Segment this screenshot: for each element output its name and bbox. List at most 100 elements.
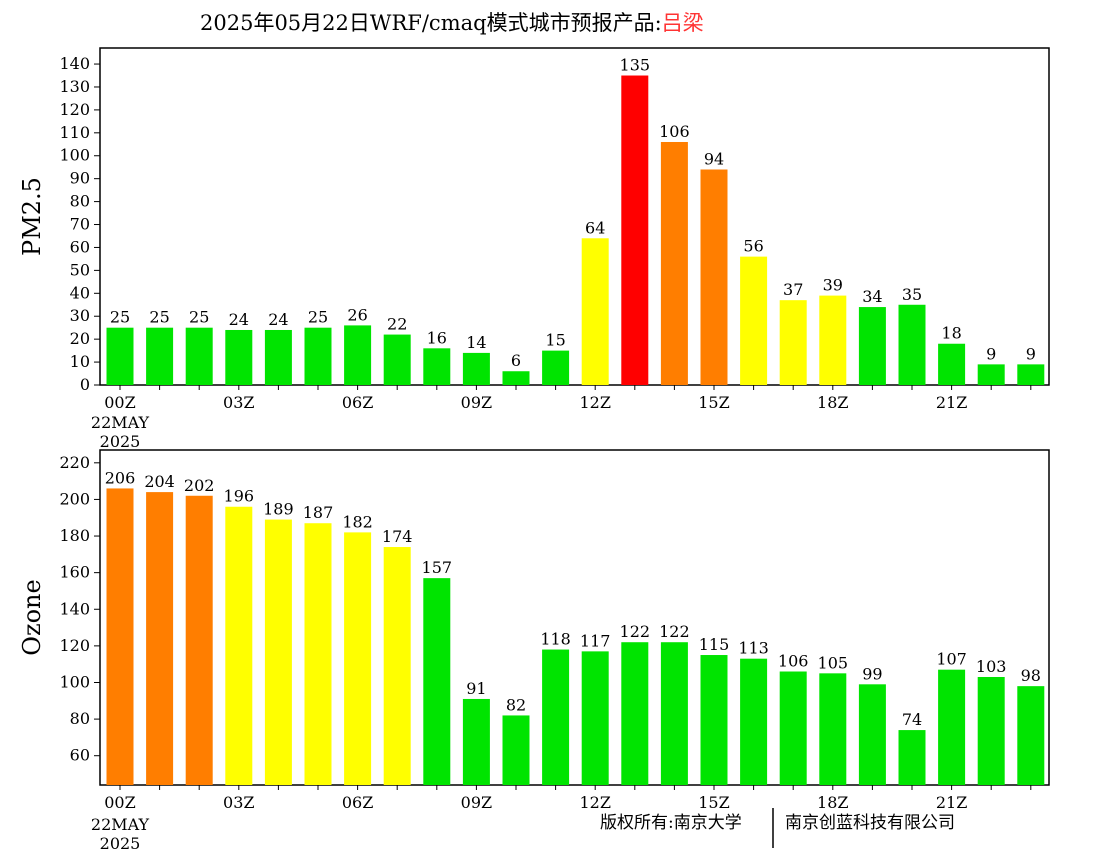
y-tick-label: 0 [80, 375, 90, 394]
bar [502, 371, 530, 385]
bar-value-label: 25 [149, 308, 169, 327]
bar [383, 334, 411, 385]
bar-value-label: 187 [303, 503, 334, 522]
bar [581, 651, 609, 785]
pm25-chart: 25 25 25 24 24 25 26 22 16 14 6 15 64 135 106 94 56 37 39 3… [18, 47, 1050, 451]
title-prefix: 2025年05月22日WRF/cmaq模式城市预报产品: [200, 11, 662, 35]
x-tick-label: 21Z [936, 793, 967, 812]
y-tick-label: 140 [59, 599, 90, 618]
bar-value-label: 117 [580, 631, 611, 650]
ozone-chart: 206 204 202 196 189 187 182 174 157 91 82 118 117 122… [18, 449, 1050, 853]
bar-value-label: 107 [936, 650, 967, 669]
bar-value-label: 25 [110, 308, 130, 327]
bar [542, 649, 570, 785]
bar-value-label: 82 [506, 695, 526, 714]
bar [146, 492, 174, 785]
bar-value-label: 16 [427, 328, 447, 347]
bar-value-label: 204 [144, 472, 175, 491]
bar-value-label: 22 [387, 315, 407, 334]
x-tick-label: 00Z [104, 393, 135, 412]
bar-value-label: 25 [308, 308, 328, 327]
bar [225, 329, 253, 385]
bar [977, 676, 1005, 785]
bar-value-label: 196 [224, 487, 255, 506]
bar-value-label: 34 [862, 287, 882, 306]
bar [740, 658, 768, 785]
bar [1017, 686, 1045, 785]
bar [462, 698, 490, 785]
y-tick-label: 110 [59, 123, 90, 142]
y-tick-label: 40 [70, 283, 90, 302]
y-tick-label: 220 [59, 453, 90, 472]
bar [621, 75, 649, 386]
x-tick-label: 18Z [817, 393, 848, 412]
bar-value-label: 99 [862, 664, 882, 683]
bar-value-label: 202 [184, 476, 215, 495]
x-tick-label: 18Z [817, 793, 848, 812]
x-tick-date-label: 22MAY [91, 413, 150, 432]
bar-value-label: 103 [976, 657, 1007, 676]
x-tick-date-label: 22MAY [91, 815, 150, 834]
y-tick-label: 140 [59, 54, 90, 73]
bar-value-label: 98 [1021, 666, 1041, 685]
y-tick-label: 90 [70, 169, 90, 188]
bar [779, 300, 807, 385]
bar [185, 327, 213, 385]
bar-value-label: 105 [818, 653, 849, 672]
bar-value-label: 26 [347, 305, 367, 324]
bar-value-label: 39 [823, 276, 843, 295]
bar-value-label: 56 [743, 237, 763, 256]
bar-value-label: 122 [620, 622, 651, 641]
y-tick-label: 60 [70, 746, 90, 765]
y-tick-label: 30 [70, 306, 90, 325]
bar-value-label: 64 [585, 218, 605, 237]
bar [344, 532, 372, 785]
bar-value-label: 15 [545, 331, 565, 350]
bar [977, 364, 1005, 385]
bar-value-label: 113 [738, 639, 769, 658]
x-tick-label: 15Z [698, 793, 729, 812]
y-tick-label: 50 [70, 260, 90, 279]
y-tick-label: 180 [59, 526, 90, 545]
bar [106, 488, 134, 785]
bar-value-label: 118 [540, 630, 571, 649]
footer-company: 南京创蓝科技有限公司 [785, 813, 955, 833]
y-tick-label: 70 [70, 215, 90, 234]
bar [383, 547, 411, 785]
bar-value-label: 14 [466, 333, 486, 352]
bar-value-label: 9 [986, 344, 996, 363]
x-tick-label: 06Z [342, 393, 373, 412]
x-tick-label: 09Z [461, 393, 492, 412]
x-tick-label: 21Z [936, 393, 967, 412]
bar-value-label: 37 [783, 280, 803, 299]
y-tick-label: 100 [59, 146, 90, 165]
footer-copyright: 版权所有:南京大学 [600, 813, 742, 833]
x-tick-label: 12Z [579, 393, 610, 412]
bar [621, 642, 649, 785]
bar [423, 578, 451, 785]
y-tick-label: 120 [59, 100, 90, 119]
bar-value-label: 18 [941, 324, 961, 343]
bar-value-label: 122 [659, 622, 690, 641]
bar-value-label: 91 [466, 679, 486, 698]
bar [185, 495, 213, 785]
bar-value-label: 94 [704, 150, 724, 169]
bar [740, 256, 768, 385]
bar [700, 169, 728, 385]
bar-value-label: 25 [189, 308, 209, 327]
bar [819, 295, 847, 385]
bar [106, 327, 134, 385]
y-axis-label: PM2.5 [18, 177, 46, 256]
bar [660, 141, 688, 385]
y-tick-label: 80 [70, 709, 90, 728]
y-tick-label: 120 [59, 636, 90, 655]
y-tick-label: 100 [59, 672, 90, 691]
bar [898, 730, 926, 785]
x-tick-label: 12Z [579, 793, 610, 812]
bar [779, 671, 807, 785]
bar [542, 350, 570, 385]
x-tick-label: 03Z [223, 793, 254, 812]
y-tick-label: 130 [59, 77, 90, 96]
plot-frame [99, 47, 1050, 386]
y-tick-label: 200 [59, 489, 90, 508]
